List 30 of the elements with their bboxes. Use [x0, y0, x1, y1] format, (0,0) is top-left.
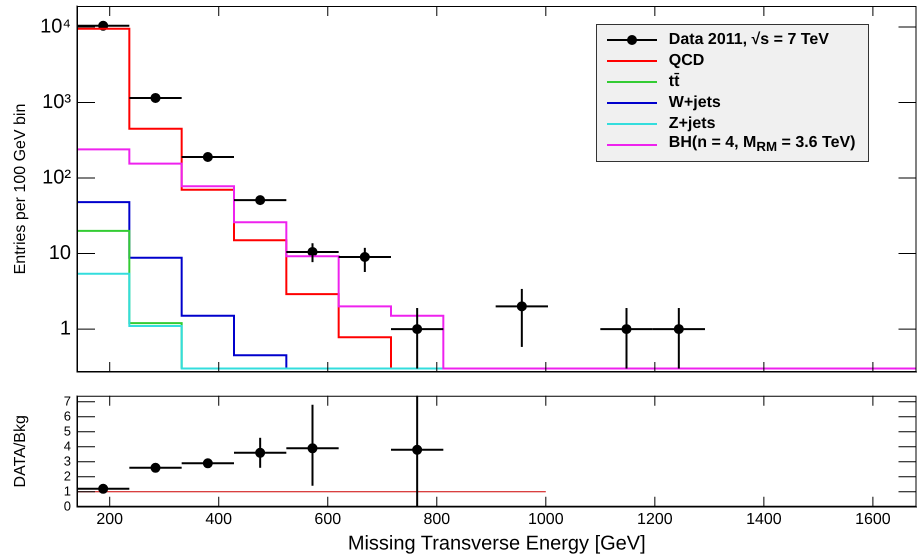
legend-label: BH(n = 4, M$_{RM}$ = 3.6 TeV) — [668, 134, 856, 155]
x-tick-label: 1000 — [528, 510, 564, 528]
x-tick-label: 1600 — [855, 510, 891, 528]
y-axis-title: DATA/Bkg — [12, 415, 30, 488]
x-tick-label: 400 — [205, 510, 232, 528]
legend-label: Data 2011, √s = 7 TeV — [668, 30, 829, 48]
legend-label: Z+jets — [668, 114, 716, 132]
y-tick-label: 10⁴ — [40, 16, 71, 38]
y-tick-label: 2 — [64, 468, 71, 484]
x-tick-label: 1400 — [746, 510, 782, 528]
x-axis-title: Missing Transverse Energy [GeV] — [348, 532, 646, 555]
y-tick-label: 1 — [60, 318, 71, 340]
y-tick-label: 10² — [42, 166, 72, 189]
x-tick-label: 200 — [96, 510, 124, 528]
y-tick-label: 10³ — [42, 91, 72, 114]
y-tick-label: 5 — [64, 423, 71, 438]
y-axis-title: Entries per 100 GeV bin — [12, 104, 30, 274]
x-tick-label: 800 — [423, 510, 450, 528]
y-tick-label: 7 — [64, 393, 71, 408]
y-tick-label: 3 — [64, 453, 71, 468]
legend-label: tt̄ — [668, 72, 680, 90]
y-tick-label: 4 — [64, 438, 71, 454]
y-tick-label: 10 — [48, 242, 71, 264]
legend-label: W+jets — [668, 94, 721, 112]
y-tick-label: 0 — [64, 498, 71, 514]
y-tick-label: 6 — [64, 408, 71, 424]
legend-label: QCD — [668, 52, 704, 70]
x-tick-label: 1200 — [637, 510, 673, 528]
y-tick-label: 1 — [64, 483, 71, 498]
x-tick-label: 600 — [314, 510, 342, 528]
